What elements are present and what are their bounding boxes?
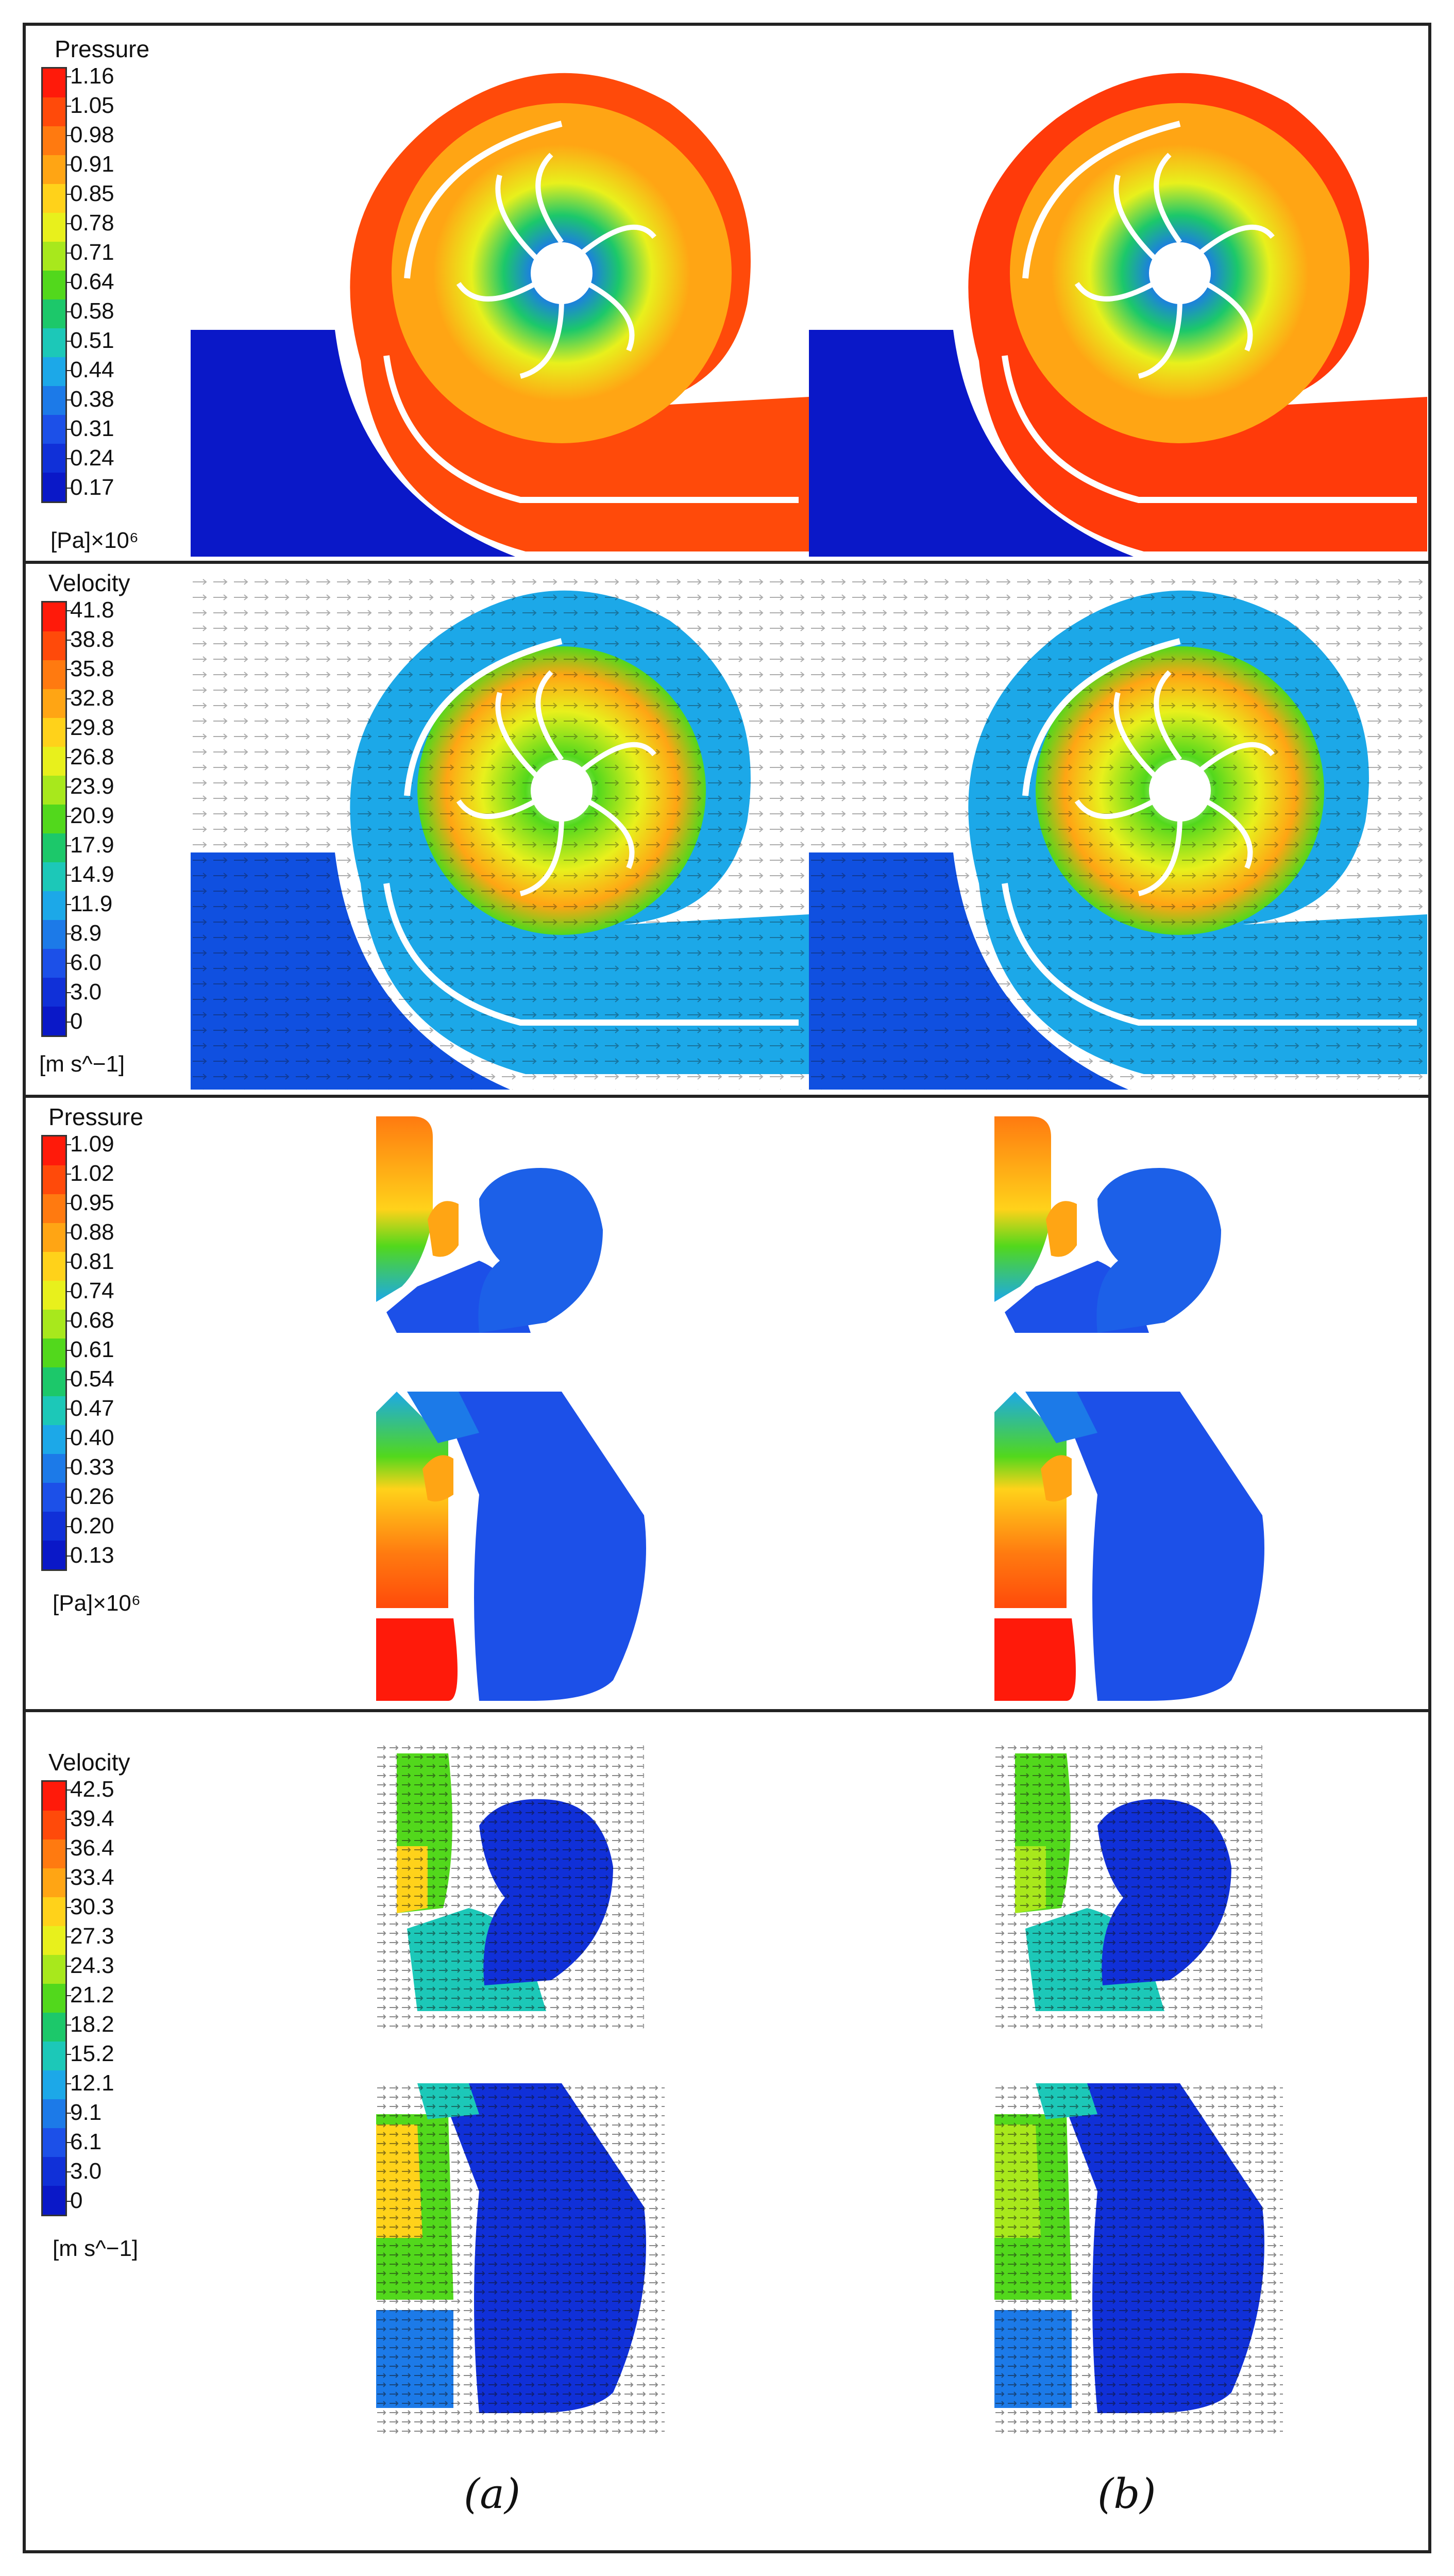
- colorbar-tick-label: 0.81: [66, 1249, 114, 1274]
- section-top-velocity-a: [376, 1743, 644, 2032]
- divider: [26, 1709, 1428, 1712]
- colorbar-tick-label: 0.68: [66, 1308, 114, 1333]
- colorbar-tick-label: 3.0: [65, 2159, 102, 2184]
- colorbar-tick-label: 0.17: [66, 475, 114, 500]
- colorbar-tick-label: 0: [65, 2188, 83, 2213]
- colorbar: [41, 67, 67, 503]
- colorbar-tick-label: 0.51: [66, 328, 114, 353]
- legend-title: Pressure: [55, 36, 150, 62]
- colorbar-tick-label: 33.4: [66, 1865, 114, 1890]
- colorbar-tick-label: 3.0: [65, 979, 102, 1005]
- colorbar-tick-label: 26.8: [66, 744, 114, 770]
- legend-title: Pressure: [48, 1103, 144, 1130]
- colorbar-tick-label: 39.4: [66, 1806, 114, 1831]
- section-bottom-pressure-b: [994, 1392, 1264, 1701]
- colorbar-tick-label: 0.74: [66, 1278, 114, 1303]
- panel-velocity-volute: Velocity 41.8 38.8 35.8 32.8 29.8 26.8 23.9 20.…: [26, 564, 1428, 1095]
- colorbar-tick-label: 0.98: [66, 122, 114, 147]
- colorbar-tick-label: 0.88: [66, 1219, 114, 1245]
- legend-title: Velocity: [48, 1749, 130, 1776]
- colorbar-tick-label: 8.9: [65, 921, 102, 946]
- legend-unit: [Pa]×10⁶: [50, 528, 139, 553]
- divider: [26, 1095, 1428, 1098]
- colorbar-tick-label: 1.02: [66, 1161, 114, 1186]
- volute-pressure-b: [809, 73, 1427, 557]
- caption-b: (b): [1097, 2470, 1156, 2518]
- colorbar-tick-label: 24.3: [66, 1953, 114, 1978]
- colorbar-tick-label: 0.38: [66, 387, 114, 412]
- colorbar-tick-label: 38.8: [66, 627, 114, 652]
- colorbar: [41, 1135, 67, 1571]
- colorbar-tick-label: 0.71: [66, 240, 114, 265]
- colorbar-tick-label: 11.9: [65, 891, 113, 916]
- volute-pressure-a: [191, 73, 809, 557]
- section-bottom-velocity-b: [994, 2083, 1283, 2434]
- panel-pressure-section: Pressure 1.09 1.02 0.95 0.88 0.81 0.74 0.68 0.6…: [26, 1098, 1428, 1709]
- colorbar-tick-label: 0.31: [66, 416, 114, 441]
- colorbar-tick-label: 0.54: [66, 1366, 114, 1392]
- colorbar-tick-label: 6.0: [65, 950, 102, 975]
- colorbar-tick-label: 20.9: [66, 803, 114, 828]
- legend-unit: [Pa]×10⁶: [53, 1591, 141, 1616]
- colorbar-tick-label: 1.09: [66, 1131, 114, 1157]
- colorbar-tick-label: 0.61: [66, 1337, 114, 1362]
- colorbar-tick-label: 0.13: [66, 1543, 114, 1568]
- figure-frame: Pressure 1.16 1.05 0.98 0.91 0.85 0.78 0.71 0.6…: [23, 23, 1431, 2553]
- colorbar-tick-label: 32.8: [66, 685, 114, 711]
- colorbar-tick-label: 21.2: [66, 1982, 114, 2008]
- colorbar-tick-label: 6.1: [65, 2129, 102, 2154]
- legend-unit: [m s^−1]: [39, 1051, 125, 1077]
- colorbar-tick-label: 0.78: [66, 210, 114, 236]
- colorbar-tick-label: 27.3: [66, 1923, 114, 1949]
- colorbar-tick-label: 41.8: [66, 597, 114, 623]
- section-bottom-velocity-a: [376, 2083, 665, 2434]
- colorbar-tick-label: 0.64: [66, 269, 114, 294]
- colorbar-tick-label: 0.95: [66, 1190, 114, 1215]
- colorbar-tick-label: 18.2: [66, 2012, 114, 2037]
- colorbar-tick-label: 35.8: [66, 656, 114, 681]
- colorbar-tick-label: 0.20: [66, 1513, 114, 1538]
- colorbar-tick-label: 0.85: [66, 181, 114, 206]
- volute-velocity-b: [809, 574, 1427, 1090]
- section-top-pressure-a: [376, 1116, 603, 1333]
- colorbar: [41, 1780, 67, 2216]
- colorbar-tick-label: 0: [65, 1009, 83, 1034]
- colorbar-tick-label: 0.58: [66, 298, 114, 324]
- colorbar-tick-label: 0.33: [66, 1454, 114, 1480]
- colorbar-tick-label: 14.9: [66, 862, 114, 887]
- colorbar-tick-label: 23.9: [66, 774, 114, 799]
- section-bottom-pressure-a: [376, 1392, 646, 1701]
- volute-velocity-a: [191, 574, 809, 1090]
- colorbar-tick-label: 0.40: [66, 1425, 114, 1450]
- colorbar-tick-label: 42.5: [66, 1777, 114, 1802]
- colorbar-tick-label: 30.3: [66, 1894, 114, 1919]
- section-top-velocity-b: [994, 1743, 1262, 2032]
- colorbar-tick-label: 0.44: [66, 357, 114, 382]
- colorbar-tick-label: 0.26: [66, 1484, 114, 1509]
- caption-a: (a): [464, 2470, 521, 2518]
- colorbar-tick-label: 0.91: [66, 152, 114, 177]
- colorbar-tick-label: 0.24: [66, 445, 114, 471]
- colorbar-tick-label: 15.2: [66, 2041, 114, 2066]
- colorbar-tick-label: 12.1: [66, 2070, 114, 2096]
- colorbar-tick-label: 9.1: [65, 2100, 102, 2125]
- colorbar: [41, 601, 67, 1037]
- legend-unit: [m s^−1]: [53, 2236, 139, 2261]
- colorbar-tick-label: 36.4: [66, 1835, 114, 1861]
- colorbar-tick-label: 1.16: [66, 63, 114, 89]
- divider: [26, 561, 1428, 564]
- colorbar-tick-label: 17.9: [66, 832, 114, 858]
- section-top-pressure-b: [994, 1116, 1221, 1333]
- panel-pressure-volute: Pressure 1.16 1.05 0.98 0.91 0.85 0.78 0.71 0.6…: [26, 26, 1428, 561]
- panel-velocity-section: Velocity 42.5 39.4 36.4 33.4 30.3 27.3 24.3 21.…: [26, 1712, 1428, 2553]
- colorbar-tick-label: 0.47: [66, 1396, 114, 1421]
- legend-title: Velocity: [48, 570, 130, 596]
- colorbar-tick-label: 29.8: [66, 715, 114, 740]
- colorbar-tick-label: 1.05: [66, 93, 114, 118]
